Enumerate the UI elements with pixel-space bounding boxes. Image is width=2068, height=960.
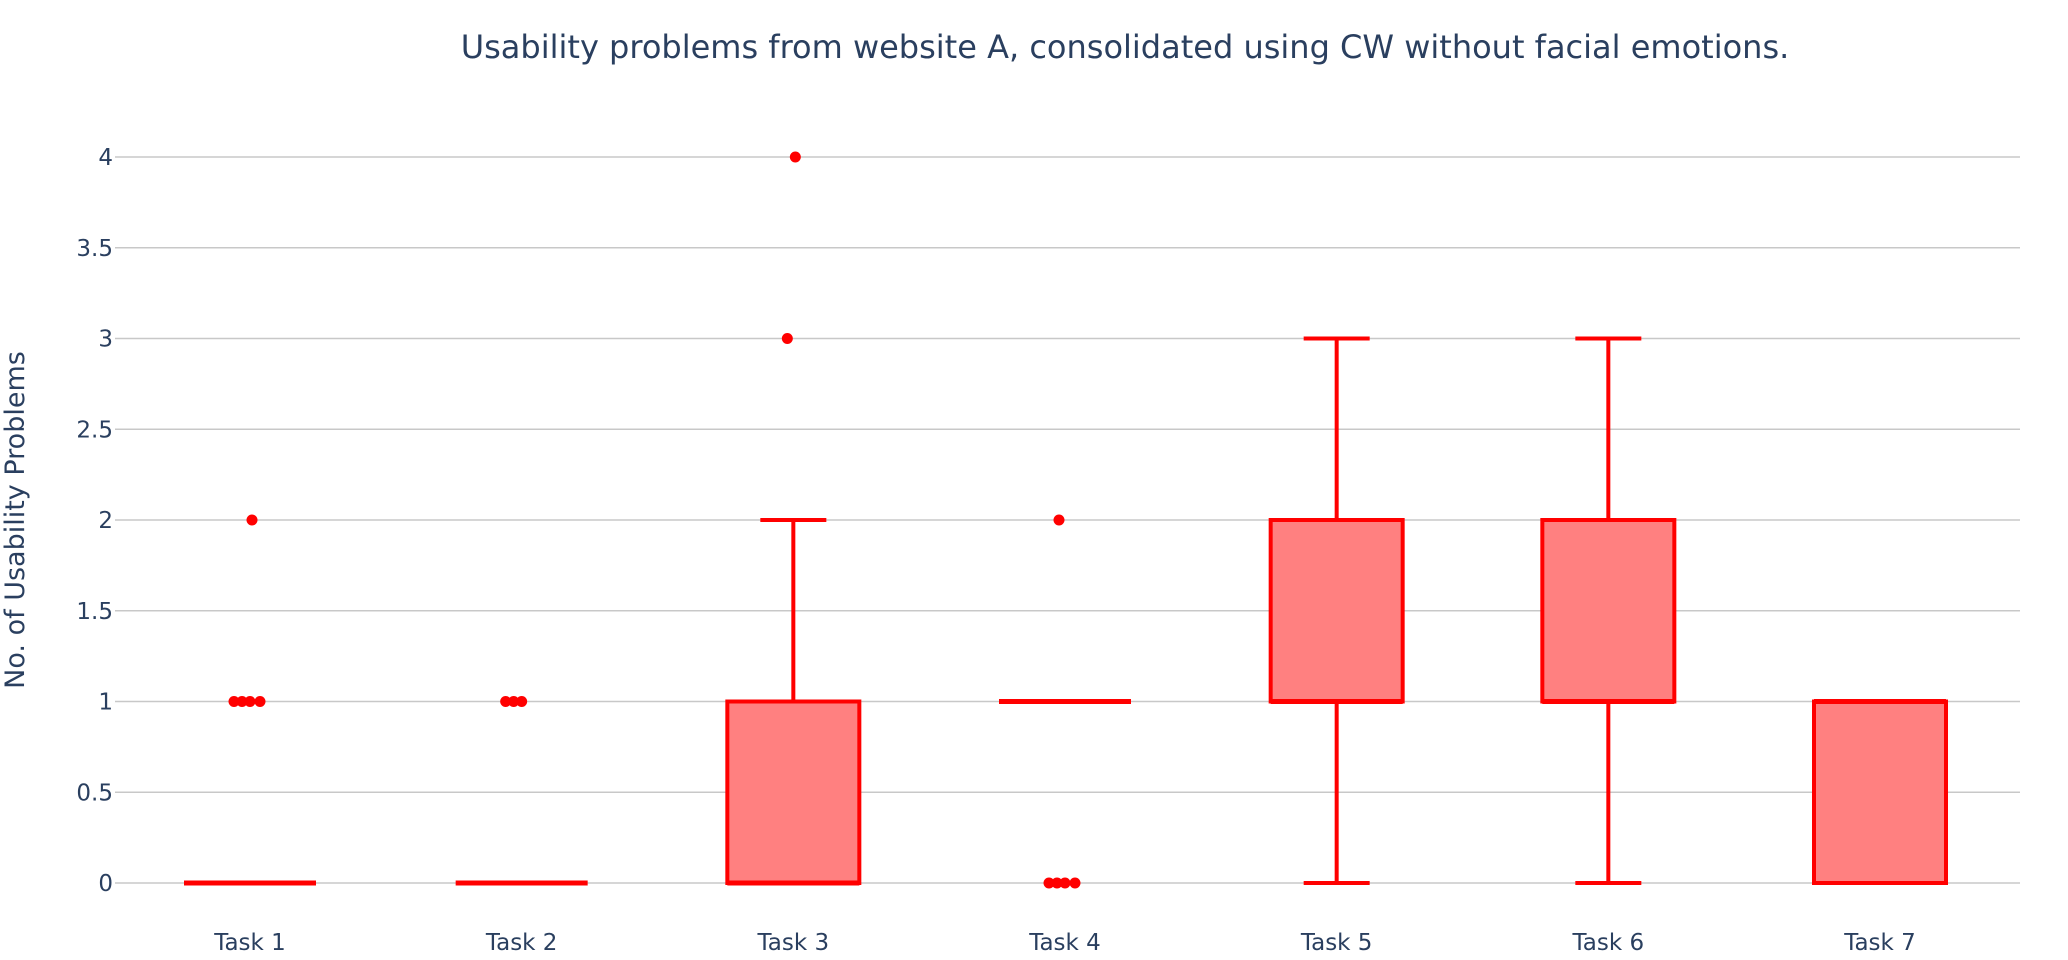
outlier-point [1043,877,1055,889]
box-task-6 [1540,336,1677,885]
outlier-point [244,696,256,707]
chart-title: Usability problems from website A, conso… [461,28,1790,66]
gridlines [115,156,2020,884]
x-tick-label: Task 3 [757,930,830,956]
outlier-point [508,696,520,707]
outlier-point [789,151,801,163]
y-tick-label: 1 [98,690,113,716]
outliers [228,151,1081,889]
box-task-3 [725,518,862,886]
outlier-point [500,696,512,707]
box-body [725,699,862,885]
y-tick-label: 1.5 [76,599,113,625]
x-tick-label: Task 2 [485,930,558,956]
y-tick-label: 2.5 [76,417,113,443]
outlier-point [254,696,266,707]
y-tick-label: 0 [98,871,113,897]
x-tick-label: Task 7 [1843,930,1916,956]
outlier-point [781,333,793,344]
box-task-7 [1812,699,1948,885]
y-tick-label: 3.5 [76,236,113,262]
outlier-point [246,514,258,526]
y-tick-label: 2 [98,508,113,534]
y-tick-label: 4 [98,145,113,171]
outlier-point [1059,877,1071,889]
y-tick-label: 0.5 [76,780,113,806]
x-tick-label: Task 4 [1028,930,1101,956]
outlier-point [516,696,528,707]
x-axis-ticks: Task 1 Task 2 Task 3 Task 4 Task 5 Task 6 Task… [213,930,1916,956]
y-axis-label: No. of Usability Problems [0,351,31,689]
boxes [184,336,1948,886]
x-tick-label: Task 5 [1300,930,1373,956]
outlier-point [228,696,240,707]
outlier-point [236,696,248,707]
box-body [1812,699,1948,885]
y-axis-ticks: 0 0.5 1 1.5 2 2.5 3 3.5 4 [76,145,113,897]
x-tick-label: Task 6 [1572,930,1645,956]
outlier-point [1053,514,1065,526]
box-body [1540,518,1677,704]
outlier-point [1051,877,1063,889]
outlier-point [1069,877,1081,889]
box-body [1268,518,1405,704]
y-tick-label: 3 [98,327,113,353]
x-tick-label: Task 1 [213,930,286,956]
box-task-5 [1268,336,1405,885]
